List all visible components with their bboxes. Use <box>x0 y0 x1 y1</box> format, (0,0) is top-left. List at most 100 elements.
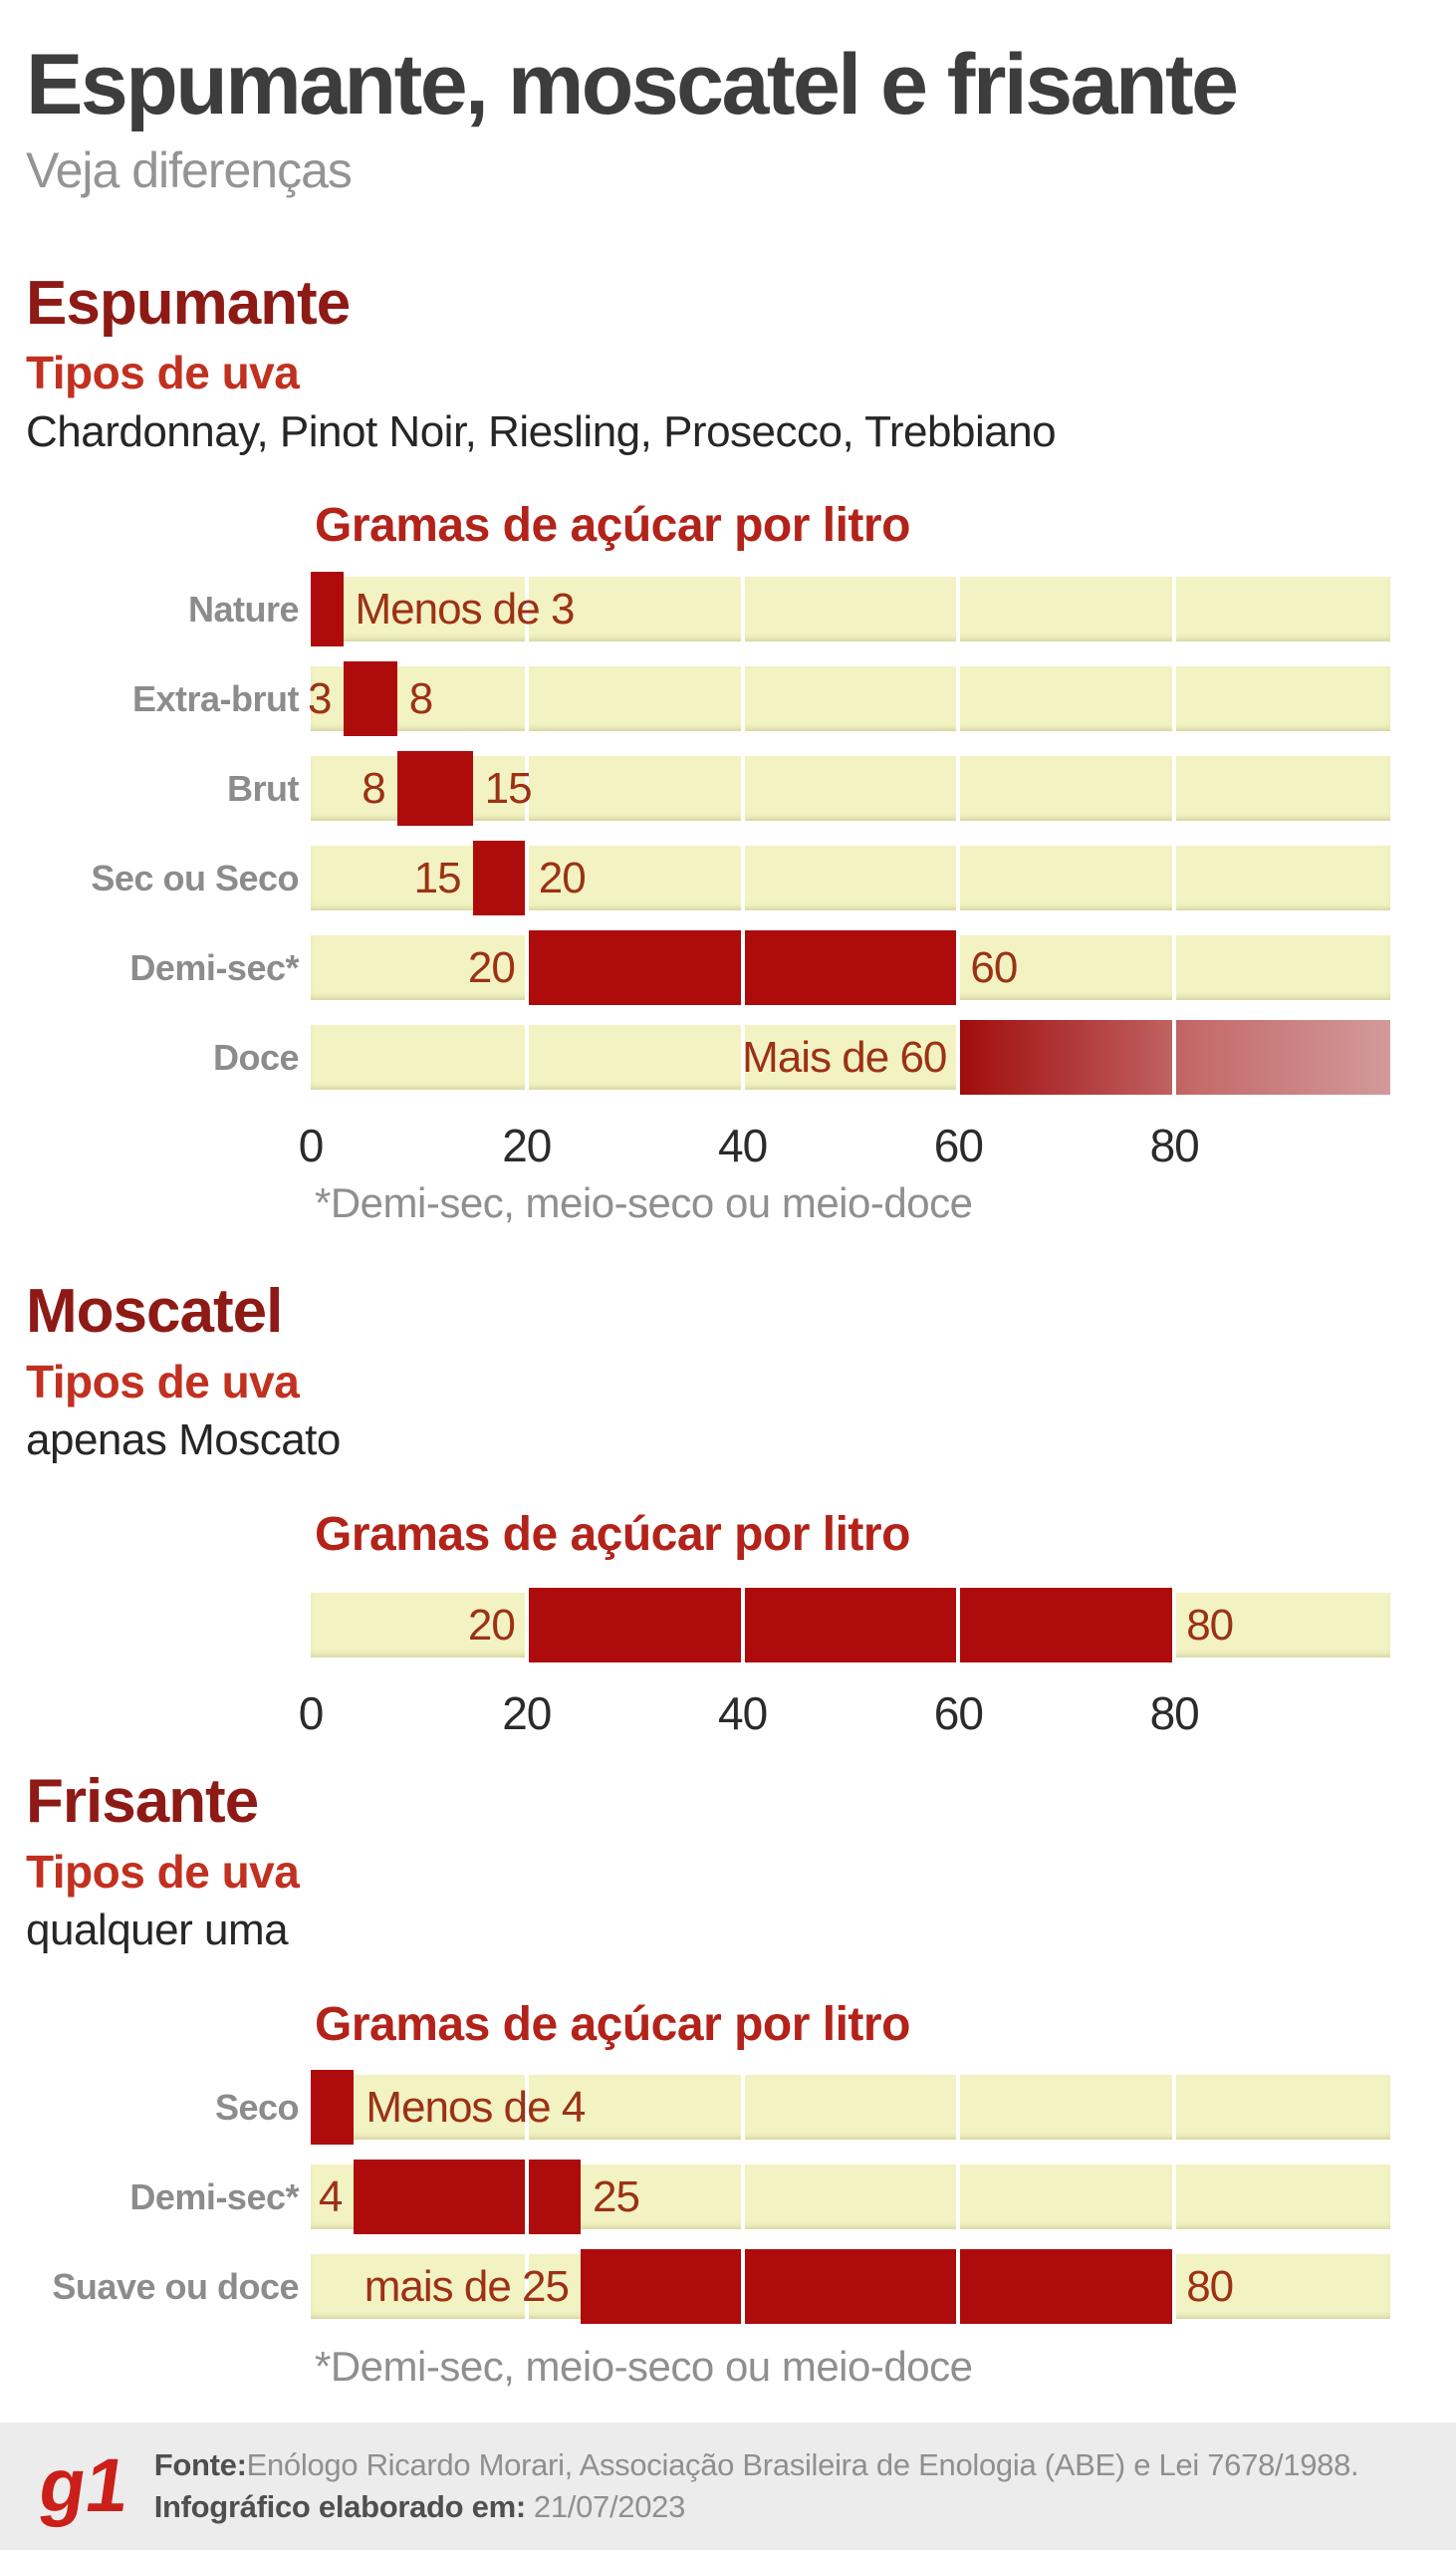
date-line: Infográfico elaborado em: 21/07/2023 <box>154 2486 1359 2528</box>
bar-value-right: 8 <box>408 673 434 723</box>
wine-section: Moscatel Tipos de uva apenas Moscato Gra… <box>26 1278 1456 1740</box>
page-title: Espumante, moscatel e frisante <box>26 37 1239 132</box>
axis-tick: 60 <box>933 1120 984 1172</box>
segment-gap <box>1172 659 1177 739</box>
bar-value-right: 25 <box>593 2171 640 2221</box>
segment-gap <box>524 570 529 649</box>
segment-gap <box>1172 2247 1177 2327</box>
axis-tick: 80 <box>1149 1687 1200 1740</box>
segment-gap <box>740 659 745 739</box>
section-heading: Espumante <box>26 269 351 339</box>
chart-row: Nature Menos de 3 <box>26 570 1456 649</box>
bar-value-right: 60 <box>970 942 1018 992</box>
segment-gap <box>1172 1586 1177 1665</box>
chart-row: Brut 8 15 <box>26 749 1456 829</box>
bar-track: Menos de 4 <box>311 2068 1390 2148</box>
segment-gap <box>1172 839 1177 918</box>
segment-gap <box>524 1586 529 1665</box>
row-label: Extra-brut <box>131 677 300 719</box>
segment-gap <box>524 1018 529 1098</box>
x-axis: 0 20 40 60 80 <box>299 1682 1390 1740</box>
sugar-bar <box>526 1588 1175 1663</box>
segment-gap <box>1172 1018 1177 1098</box>
chart-row: Extra-brut 3 8 <box>26 659 1456 739</box>
bar-value-left: 4 <box>318 2171 344 2221</box>
segment-gap <box>524 2247 529 2327</box>
tipos-de-uva-label: Tipos de uva <box>26 1355 300 1407</box>
bar-value-right: 20 <box>538 853 587 902</box>
grape-varieties: Chardonnay, Pinot Noir, Riesling, Prosec… <box>26 407 1057 457</box>
bar-value-right: Menos de 3 <box>355 584 576 634</box>
axis-tick: 0 <box>298 1687 325 1740</box>
segment-gap <box>956 570 961 649</box>
sugar-bar <box>311 2070 355 2146</box>
segment-gap <box>740 839 745 918</box>
axis-tick: 40 <box>718 1687 768 1740</box>
segment-gap <box>524 839 529 918</box>
bar-track: 8 15 <box>311 749 1390 829</box>
chart-row: Demi-sec* 20 60 <box>26 928 1456 1008</box>
segment-gap <box>524 2158 529 2237</box>
segment-gap <box>740 749 745 829</box>
segment-gap <box>524 749 529 829</box>
page-subtitle: Veja diferenças <box>26 142 353 199</box>
sugar-bar <box>396 751 473 827</box>
row-label: Demi-sec* <box>129 946 299 988</box>
segment-gap <box>956 928 961 1008</box>
bar-track: 15 20 <box>311 839 1390 918</box>
chart-rows: 20 80 <box>26 1586 1456 1665</box>
chart-title: Gramas de açúcar por litro <box>315 1997 910 2051</box>
bar-value-right: 15 <box>484 763 533 813</box>
grape-varieties: apenas Moscato <box>26 1415 341 1465</box>
segment-gap <box>1172 749 1177 829</box>
chart-row: Demi-sec* 4 25 <box>26 2158 1456 2237</box>
g1-logo: g1 <box>34 2443 134 2528</box>
segment-gap <box>740 2247 745 2327</box>
segment-gap <box>956 839 961 918</box>
bar-value-left: Mais de 60 <box>742 1032 947 1082</box>
chart-row: 20 80 <box>26 1586 1456 1665</box>
segment-gap <box>524 928 529 1008</box>
axis-tick: 80 <box>1149 1120 1200 1172</box>
bar-track: 4 25 <box>311 2158 1390 2237</box>
row-label: Sec ou Seco <box>91 857 299 898</box>
wine-sections: Espumante Tipos de uva Chardonnay, Pinot… <box>26 270 1456 2390</box>
chart-rows: Nature Menos de 3 Extra-brut 3 8 Brut 8 15 Sec o… <box>26 570 1456 1098</box>
row-label: Demi-sec* <box>129 2175 299 2217</box>
chart-title: Gramas de açúcar por litro <box>315 499 910 553</box>
segment-gap <box>740 1586 745 1665</box>
row-label: Nature <box>187 588 300 630</box>
sugar-bar <box>354 2160 581 2235</box>
bar-track: 20 80 <box>311 1586 1390 1665</box>
segment-gap <box>956 659 961 739</box>
x-axis: 0 20 40 60 80 <box>299 1115 1390 1172</box>
chart-row: Suave ou doce mais de 25 80 <box>26 2247 1456 2327</box>
bar-track: Menos de 3 <box>311 570 1390 649</box>
elaborado-value: 21/07/2023 <box>533 2489 686 2524</box>
segment-gap <box>524 659 529 739</box>
chart-row: Doce Mais de 60 <box>26 1018 1456 1098</box>
bar-value-left: 8 <box>362 763 386 813</box>
infographic: Espumante, moscatel e frisante Veja dife… <box>26 37 1456 2390</box>
segment-gap <box>1172 2158 1177 2237</box>
chart-row: Sec ou Seco 15 20 <box>26 839 1456 918</box>
axis-tick: 20 <box>502 1120 552 1172</box>
source-block: Fonte:Enólogo Ricardo Morari, Associação… <box>154 2444 1359 2528</box>
sugar-bar <box>581 2249 1175 2325</box>
sugar-bar <box>472 841 527 916</box>
row-label: Seco <box>214 2086 300 2128</box>
axis-tick: 60 <box>933 1687 984 1740</box>
fonte-label: Fonte: <box>153 2447 247 2483</box>
sugar-bar <box>311 572 344 647</box>
segment-gap <box>956 749 961 829</box>
chart-rows: Seco Menos de 4 Demi-sec* 4 25 Suave ou doce m… <box>26 2068 1456 2327</box>
axis-tick: 40 <box>718 1120 768 1172</box>
bar-track: mais de 25 80 <box>311 2247 1390 2327</box>
footnote: *Demi-sec, meio-seco ou meio-doce <box>315 1179 973 1227</box>
bar-value-right: 80 <box>1186 1600 1234 1650</box>
sugar-bar <box>343 661 397 737</box>
segment-gap <box>1172 570 1177 649</box>
segment-gap <box>740 570 745 649</box>
bar-value-right: 80 <box>1186 2261 1234 2311</box>
